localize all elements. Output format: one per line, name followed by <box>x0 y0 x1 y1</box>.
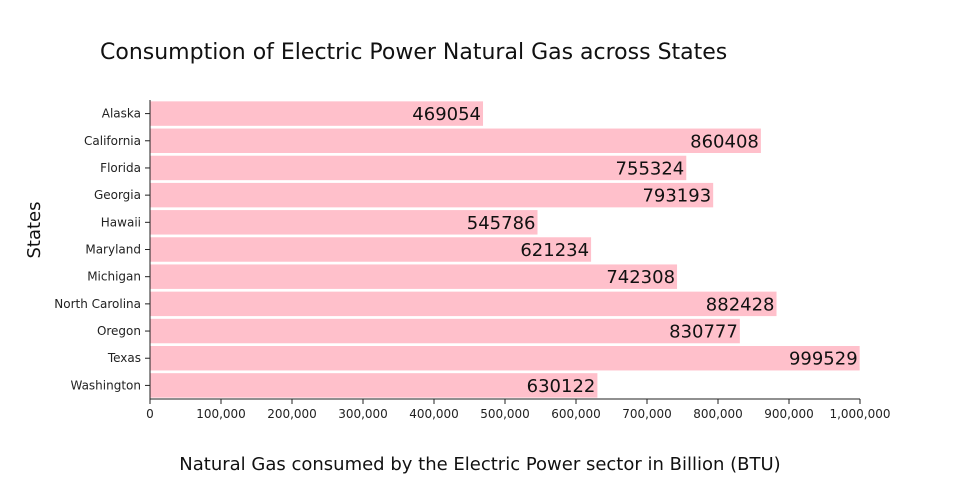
y-tick-label-georgia: Georgia <box>94 188 141 202</box>
y-axis: Alaska California Florida Georgia Hawaii Mary… <box>54 100 151 399</box>
bar-georgia <box>150 182 714 208</box>
bar-alaska <box>150 101 484 126</box>
data-label-washington: 630122 <box>527 376 596 397</box>
bar-hawaii <box>150 210 538 235</box>
x-tick-label: 800,000 <box>693 407 743 421</box>
y-tick-label-florida: Florida <box>100 161 141 175</box>
y-tick-label-texas: Texas <box>107 351 141 365</box>
x-tick-label: 200,000 <box>267 407 317 421</box>
data-label-maryland: 621234 <box>520 240 589 261</box>
data-label-texas: 999529 <box>789 349 858 370</box>
data-label-hawaii: 545786 <box>467 213 536 234</box>
data-label-oregon: 830777 <box>669 322 738 343</box>
bar-north-carolina <box>150 291 777 317</box>
data-label-north-carolina: 882428 <box>706 294 775 315</box>
y-tick-label-oregon: Oregon <box>97 324 141 338</box>
bar-california <box>150 128 761 154</box>
bar-florida <box>150 155 687 181</box>
bar-oregon <box>150 318 740 344</box>
x-axis-title: Natural Gas consumed by the Electric Pow… <box>179 454 780 475</box>
bars-layer <box>150 101 860 398</box>
data-label-california: 860408 <box>690 131 759 152</box>
y-tick-label-alaska: Alaska <box>102 107 141 121</box>
y-tick-label-washington: Washington <box>70 378 141 392</box>
y-tick-label-california: California <box>84 134 141 148</box>
bar-washington <box>150 373 598 398</box>
x-tick-label: 300,000 <box>338 407 388 421</box>
data-label-georgia: 793193 <box>642 186 711 207</box>
y-tick-label-michigan: Michigan <box>87 270 141 284</box>
x-tick-label: 400,000 <box>409 407 459 421</box>
x-tick-label: 900,000 <box>764 407 814 421</box>
x-tick-label: 0 <box>146 407 154 421</box>
chart-title: Consumption of Electric Power Natural Ga… <box>100 40 727 65</box>
data-label-alaska: 469054 <box>412 104 481 125</box>
x-tick-label: 500,000 <box>480 407 530 421</box>
bar-maryland <box>150 237 592 262</box>
y-tick-label-north-carolina: North Carolina <box>54 297 141 311</box>
data-label-michigan: 742308 <box>606 267 675 288</box>
x-axis: 0 100,000 200,000 300,000 400,000 500,000 600,… <box>146 398 891 421</box>
data-label-florida: 755324 <box>616 158 685 179</box>
bar-texas <box>150 345 860 371</box>
x-tick-label: 600,000 <box>551 407 601 421</box>
y-axis-title: States <box>24 201 45 258</box>
y-tick-label-maryland: Maryland <box>85 243 141 257</box>
bar-michigan <box>150 264 678 289</box>
x-tick-label: 700,000 <box>622 407 672 421</box>
x-tick-label: 100,000 <box>196 407 246 421</box>
y-tick-label-hawaii: Hawaii <box>101 215 141 229</box>
x-tick-label: 1,000,000 <box>829 407 890 421</box>
